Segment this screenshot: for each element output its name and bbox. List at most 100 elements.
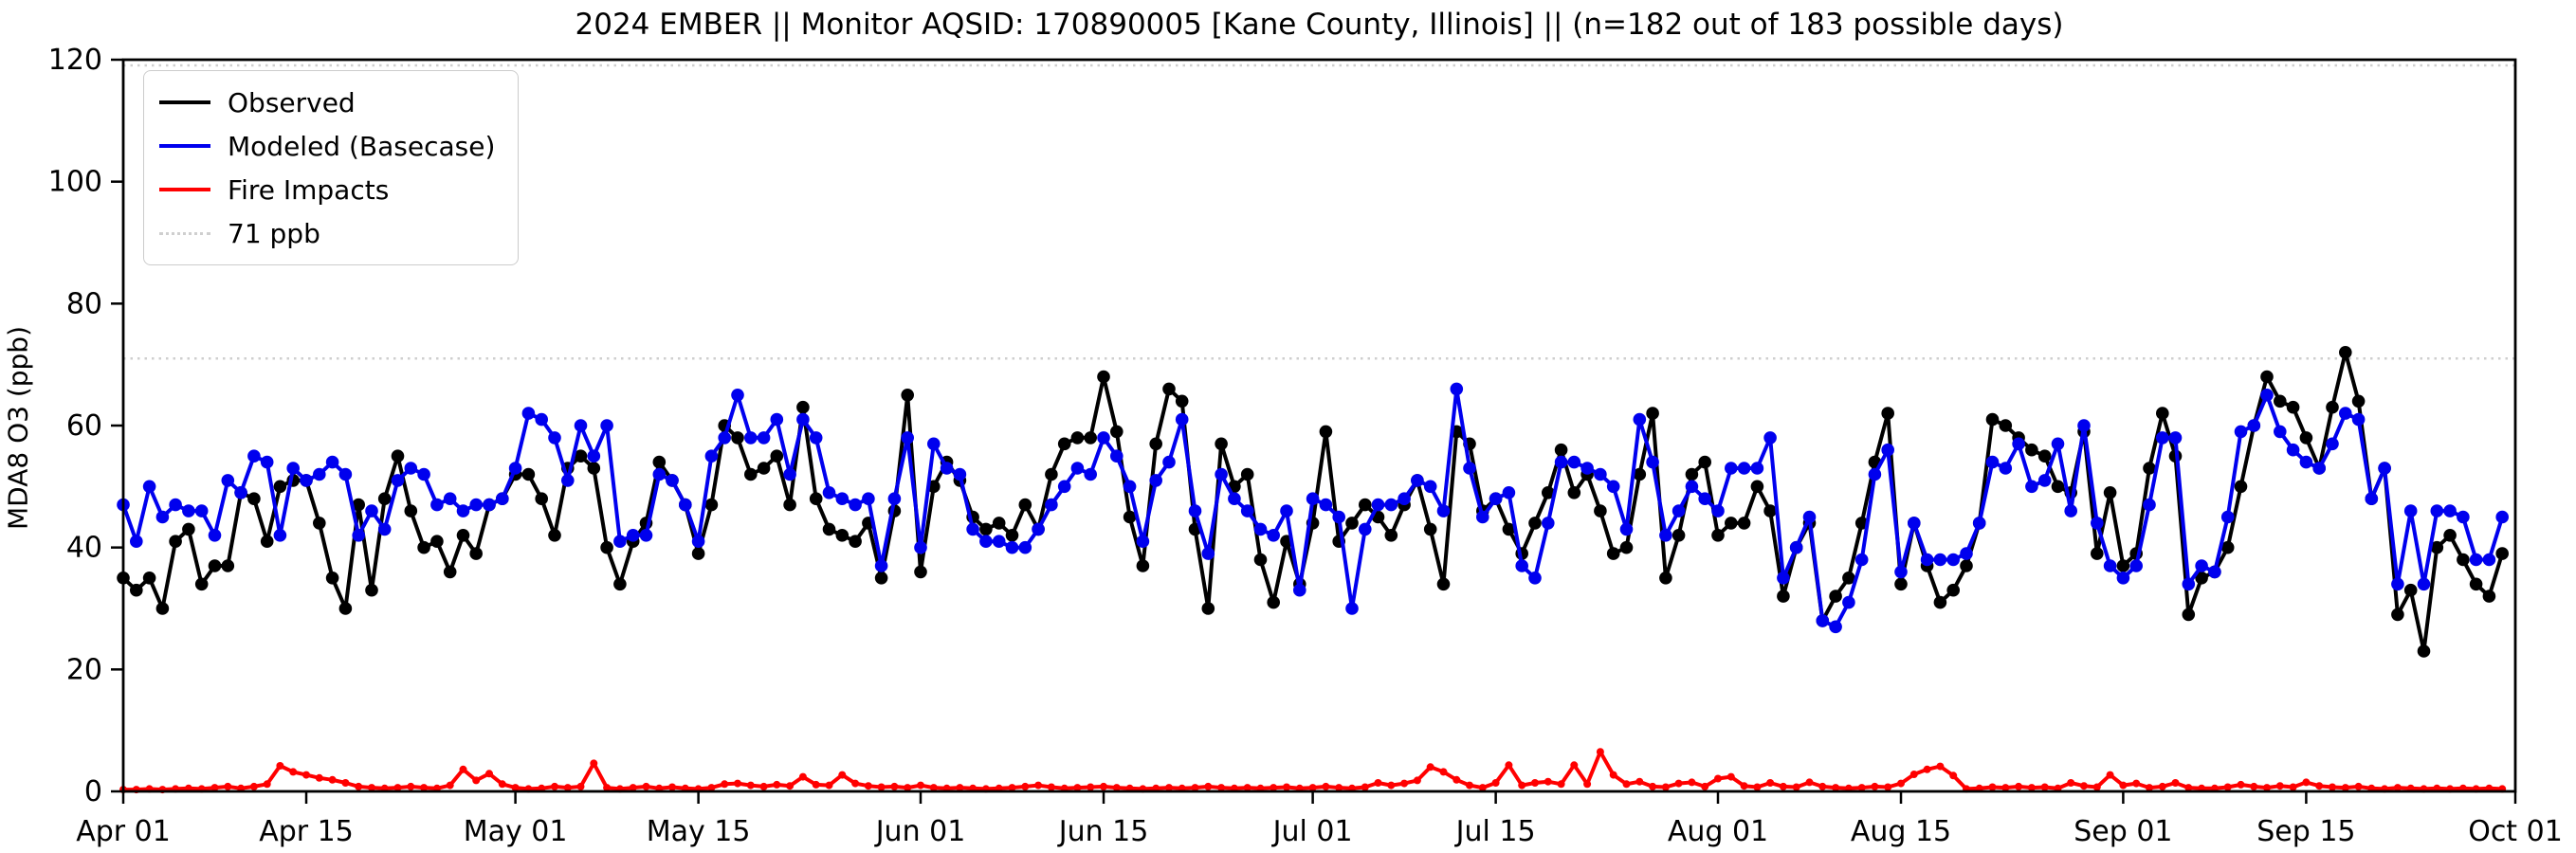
series-point-fire-impacts	[1923, 765, 1931, 773]
series-point-observed	[1672, 529, 1686, 542]
series-point-observed	[1436, 577, 1451, 591]
series-point-modeled-basecase	[744, 431, 758, 445]
series-point-fire-impacts	[1701, 782, 1709, 790]
series-point-observed	[1123, 510, 1137, 524]
series-point-observed	[2351, 394, 2366, 408]
legend-line-modeled-basecase	[159, 144, 210, 148]
series-point-fire-impacts	[668, 783, 676, 791]
series-point-modeled-basecase	[2430, 504, 2444, 517]
series-point-modeled-basecase	[182, 504, 195, 517]
series-point-modeled-basecase	[835, 492, 850, 505]
series-point-modeled-basecase	[1985, 455, 2000, 469]
series-point-observed	[1384, 529, 1398, 542]
series-point-modeled-basecase	[247, 449, 261, 463]
series-point-fire-impacts	[603, 784, 612, 792]
series-point-observed	[1594, 504, 1607, 517]
series-point-modeled-basecase	[548, 431, 561, 445]
series-point-observed	[1253, 553, 1268, 567]
series-point-observed	[182, 522, 195, 536]
series-point-observed	[391, 449, 405, 463]
legend-line-fire-impacts	[159, 188, 210, 191]
series-point-observed	[1933, 595, 1947, 609]
legend-item-fire-impacts: Fire Impacts	[159, 168, 495, 211]
series-point-fire-impacts	[407, 782, 415, 790]
series-point-modeled-basecase	[352, 529, 366, 542]
series-point-fire-impacts	[1034, 781, 1043, 789]
series-point-fire-impacts	[917, 781, 924, 789]
legend-item-71-ppb: 71 ppb	[159, 211, 495, 255]
x-tick-label: Jul 01	[1271, 815, 1353, 848]
series-point-fire-impacts	[1243, 784, 1251, 792]
series-point-observed	[2430, 540, 2444, 554]
x-tick-label: May 15	[647, 815, 751, 848]
series-point-modeled-basecase	[1750, 462, 1764, 475]
series-point-fire-impacts	[1100, 782, 1107, 790]
x-tick-label: Sep 01	[2074, 815, 2172, 848]
series-point-fire-impacts	[551, 782, 558, 790]
series-point-fire-impacts	[642, 782, 650, 790]
series-point-observed	[1162, 382, 1176, 396]
legend-item-observed: Observed	[159, 81, 495, 124]
series-point-observed	[613, 577, 627, 591]
series-point-modeled-basecase	[1057, 480, 1071, 494]
series-point-fire-impacts	[446, 781, 454, 789]
series-point-fire-impacts	[2015, 782, 2023, 790]
series-point-modeled-basecase	[2417, 577, 2431, 591]
series-point-fire-impacts	[302, 771, 310, 779]
series-point-observed	[2182, 608, 2196, 622]
series-point-observed	[208, 559, 222, 572]
series-point-modeled-basecase	[2339, 407, 2352, 420]
series-point-fire-impacts	[1792, 783, 1800, 791]
series-point-fire-impacts	[1322, 782, 1330, 790]
series-point-observed	[1881, 407, 1894, 420]
series-point-fire-impacts	[1466, 781, 1473, 789]
series-point-fire-impacts	[2223, 783, 2232, 791]
series-point-observed	[1175, 394, 1189, 408]
series-point-modeled-basecase	[221, 474, 235, 487]
series-point-observed	[2469, 577, 2483, 591]
series-point-modeled-basecase	[1659, 529, 1672, 542]
series-point-fire-impacts	[1112, 784, 1121, 792]
series-point-observed	[130, 583, 143, 597]
series-point-modeled-basecase	[1999, 462, 2013, 475]
series-point-modeled-basecase	[1240, 504, 1254, 517]
legend-label-fire-impacts: Fire Impacts	[228, 173, 390, 206]
series-point-observed	[1502, 522, 1516, 536]
series-point-observed	[2091, 547, 2104, 560]
series-point-modeled-basecase	[1476, 510, 1489, 524]
series-point-modeled-basecase	[992, 535, 1006, 548]
series-point-fire-impacts	[1217, 784, 1226, 792]
series-point-modeled-basecase	[1253, 522, 1268, 536]
series-point-fire-impacts	[721, 780, 729, 789]
series-point-fire-impacts	[1439, 768, 1448, 776]
series-point-modeled-basecase	[483, 498, 496, 512]
series-point-modeled-basecase	[561, 474, 575, 487]
series-point-observed	[1045, 467, 1058, 481]
series-point-fire-impacts	[2092, 783, 2101, 791]
series-point-modeled-basecase	[770, 412, 784, 426]
series-point-modeled-basecase	[1149, 474, 1162, 487]
series-point-modeled-basecase	[2168, 431, 2183, 445]
series-point-modeled-basecase	[652, 467, 667, 481]
series-point-modeled-basecase	[574, 419, 588, 432]
series-point-fire-impacts	[224, 782, 232, 790]
series-point-modeled-basecase	[1802, 510, 1817, 524]
series-point-modeled-basecase	[1829, 620, 1842, 634]
series-point-observed	[992, 517, 1006, 530]
series-point-observed	[1999, 419, 2013, 432]
series-point-modeled-basecase	[1423, 480, 1437, 494]
series-point-observed	[1018, 498, 1032, 512]
series-point-observed	[1633, 467, 1647, 481]
series-point-observed	[783, 498, 796, 512]
series-point-fire-impacts	[759, 782, 768, 790]
series-point-modeled-basecase	[1332, 510, 1345, 524]
series-point-fire-impacts	[1674, 779, 1683, 788]
series-point-observed	[1829, 590, 1842, 603]
series-point-fire-impacts	[1596, 748, 1604, 756]
series-point-observed	[587, 462, 601, 475]
series-point-observed	[1084, 431, 1097, 445]
series-point-modeled-basecase	[1215, 467, 1228, 481]
series-point-observed	[704, 498, 719, 512]
series-point-fire-impacts	[1413, 776, 1421, 785]
series-point-fire-impacts	[2132, 779, 2141, 788]
